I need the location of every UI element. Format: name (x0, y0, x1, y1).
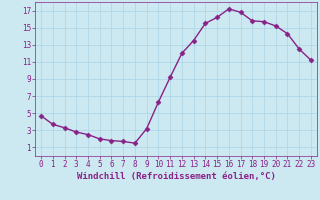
X-axis label: Windchill (Refroidissement éolien,°C): Windchill (Refroidissement éolien,°C) (76, 172, 276, 181)
